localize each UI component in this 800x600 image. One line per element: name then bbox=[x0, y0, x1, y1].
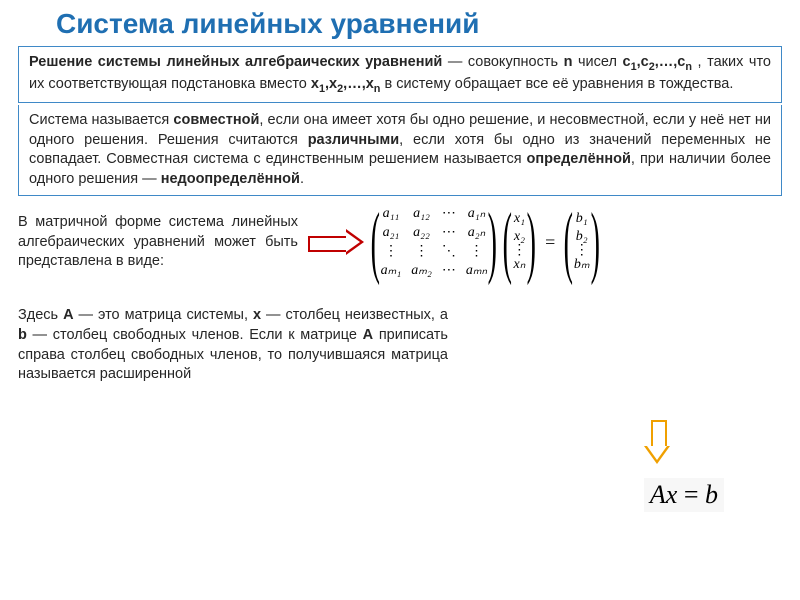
cell: ⋯ bbox=[442, 224, 456, 241]
cell: a₂ₙ bbox=[468, 224, 485, 241]
cell: aₘₙ bbox=[466, 262, 487, 279]
cell: b₁ bbox=[576, 211, 588, 227]
b: b bbox=[705, 480, 718, 509]
cell: a₂₂ bbox=[413, 225, 430, 241]
vector-x: ( x₁ x₂ ⋮ xₙ ) bbox=[502, 202, 537, 282]
definition-box-solution: Решение системы линейных алгебраических … bbox=[18, 46, 782, 103]
cell: ⋮ bbox=[575, 247, 589, 254]
slide: Система линейных уравнений Решение систе… bbox=[0, 0, 800, 600]
compact-equation: Ax = b bbox=[644, 478, 724, 512]
cell: ⋯ bbox=[442, 262, 456, 279]
text: — это матрица системы, bbox=[74, 307, 253, 323]
cell: ⋮ bbox=[469, 248, 483, 255]
term-determined: определённой bbox=[527, 151, 631, 167]
cell: ⋮ bbox=[512, 247, 526, 254]
sym-b: b bbox=[18, 327, 27, 343]
matrix-form-row: В матричной форме система линейных алгеб… bbox=[18, 202, 782, 282]
matrix-A: ( a₁₁ a₁₂ ⋯ a₁ₙ a₂₁ a₂₂ ⋯ a₂ₙ ⋮ ⋮ ⋱ ⋮ aₘ… bbox=[370, 202, 498, 282]
arrow-down-icon bbox=[644, 420, 670, 464]
cell: ⋮ bbox=[384, 248, 398, 255]
term-underdetermined: недоопределённой bbox=[161, 171, 300, 187]
eq: = bbox=[677, 480, 705, 509]
text: в систему обращает все её уравнения в то… bbox=[380, 76, 733, 92]
vector-b: ( b₁ b₂ ⋮ bₘ ) bbox=[563, 202, 600, 282]
x-list: x1,x2,…,xn bbox=[311, 76, 381, 92]
text: чисел bbox=[572, 54, 622, 70]
matrix-description: Здесь A — это матрица системы, x — столб… bbox=[18, 306, 448, 384]
matrix-form-text: В матричной форме система линейных алгеб… bbox=[18, 213, 304, 272]
sym-x: x bbox=[253, 307, 261, 323]
text: . bbox=[300, 171, 304, 187]
cell: bₘ bbox=[574, 256, 590, 273]
c-list: c1,c2,…,cn bbox=[622, 54, 692, 70]
cell: aₘ₁ bbox=[381, 262, 402, 279]
text: Система называется bbox=[29, 112, 173, 128]
term-different: различными bbox=[308, 132, 399, 148]
cell: a₁₁ bbox=[383, 206, 400, 222]
definition-box-compatible: Система называется совместной, если она … bbox=[18, 105, 782, 196]
A: A bbox=[650, 480, 666, 509]
lead-term: Решение системы линейных алгебраических … bbox=[29, 54, 442, 70]
cell: a₁ₙ bbox=[468, 205, 485, 222]
cell: ⋯ bbox=[442, 205, 456, 222]
text: — столбец неизвестных, а bbox=[261, 307, 448, 323]
x: x bbox=[666, 480, 678, 509]
text: — совокупность bbox=[442, 54, 563, 70]
arrow-right-icon bbox=[308, 229, 364, 255]
equals-sign: = bbox=[539, 232, 561, 253]
text: — столбец свободных членов. Если к матри… bbox=[27, 327, 363, 343]
text: Здесь bbox=[18, 307, 63, 323]
cell: a₂₁ bbox=[383, 225, 400, 241]
cell: ⋱ bbox=[442, 243, 456, 260]
term-compatible: совместной bbox=[173, 112, 259, 128]
matrix-equation: ( a₁₁ a₁₂ ⋯ a₁ₙ a₂₁ a₂₂ ⋯ a₂ₙ ⋮ ⋮ ⋱ ⋮ aₘ… bbox=[368, 202, 782, 282]
cell: x₁ bbox=[514, 211, 525, 227]
page-title: Система линейных уравнений bbox=[0, 0, 800, 46]
cell: ⋮ bbox=[415, 248, 429, 255]
cell: xₙ bbox=[514, 256, 526, 273]
cell: a₁₂ bbox=[413, 206, 430, 222]
sym-A: A bbox=[63, 307, 73, 323]
cell: aₘ₂ bbox=[411, 262, 432, 279]
sym-A2: A bbox=[363, 327, 373, 343]
